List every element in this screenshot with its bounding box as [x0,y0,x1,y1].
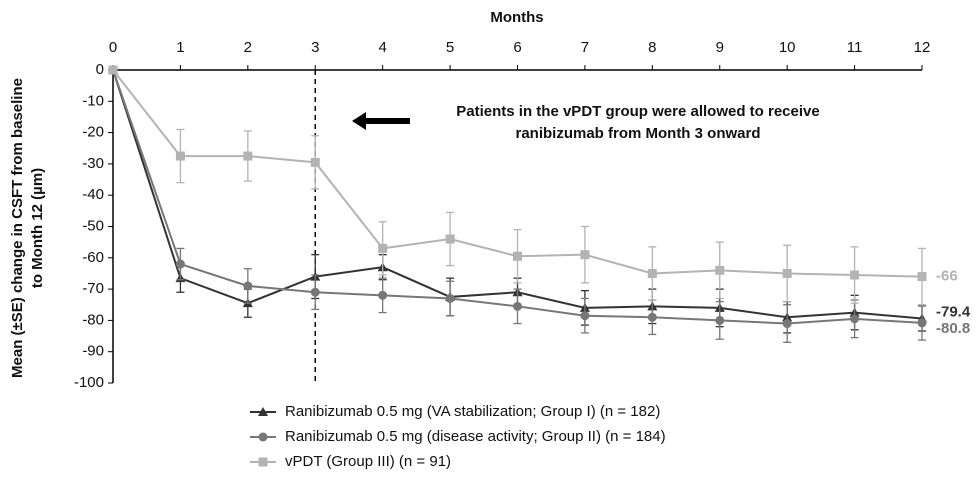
legend-marker [258,432,268,442]
data-point [243,151,253,161]
data-point [782,319,792,329]
x-tick-label: 9 [716,39,724,56]
data-point [378,243,388,253]
y-tick-label: -30 [82,155,104,172]
value-label: -79.4 [936,303,971,320]
legend-label: Ranibizumab 0.5 mg (disease activity; Gr… [285,428,666,445]
data-point [715,265,725,275]
data-point [378,290,388,300]
value-label: -66 [936,268,958,285]
data-point [917,318,927,328]
data-point [445,234,455,244]
x-tick-label: 5 [446,39,454,56]
data-point [850,314,860,324]
data-point [513,301,522,311]
x-tick-label: 2 [244,39,252,56]
y-tick-label: -40 [82,186,104,203]
data-point [175,151,185,161]
legend-marker [258,457,268,467]
data-point [513,251,522,261]
y-tick-label: 0 [96,61,104,78]
x-axis-title: Months [490,9,543,26]
x-tick-label: 6 [513,39,521,56]
y-tick-label: -60 [82,249,104,266]
data-point [580,311,590,321]
legend-marker [258,407,268,416]
data-point [243,281,253,291]
data-point [917,272,927,282]
x-tick-label: 12 [914,39,931,56]
x-tick-label: 0 [109,39,117,56]
data-point [647,268,657,278]
x-tick-label: 4 [378,39,386,56]
data-point [310,287,320,297]
data-point [715,315,725,325]
x-tick-label: 3 [311,39,319,56]
x-tick-label: 1 [176,39,184,56]
y-axis-title: to Month 12 (µm) [29,168,46,288]
data-point [850,270,860,280]
legend-label: vPDT (Group III) (n = 91) [285,453,451,470]
value-label: -80.8 [936,320,970,337]
x-tick-label: 7 [581,39,589,56]
y-axis-title: Mean (±SE) change in CSFT from baseline [9,78,26,378]
y-tick-label: -80 [82,311,104,328]
annotation: ranibizumab from Month 3 onward [515,125,760,142]
y-tick-label: -20 [82,124,104,141]
data-point [445,293,455,303]
y-tick-label: -50 [82,217,104,234]
y-tick-label: -70 [82,280,104,297]
x-tick-label: 10 [779,39,796,56]
x-tick-label: 8 [648,39,656,56]
x-tick-label: 11 [847,39,863,56]
data-point [108,65,118,75]
annotation-arrow-head [352,112,366,130]
data-point [782,268,792,278]
annotation: Patients in the vPDT group were allowed … [456,103,819,120]
y-tick-label: -100 [74,374,104,391]
y-tick-label: -10 [82,92,104,109]
legend-label: Ranibizumab 0.5 mg (VA stabilization; Gr… [285,403,660,420]
y-tick-label: -90 [82,343,104,360]
data-point [175,259,185,269]
data-point [580,250,590,260]
data-point [647,312,657,322]
data-point [310,157,320,167]
